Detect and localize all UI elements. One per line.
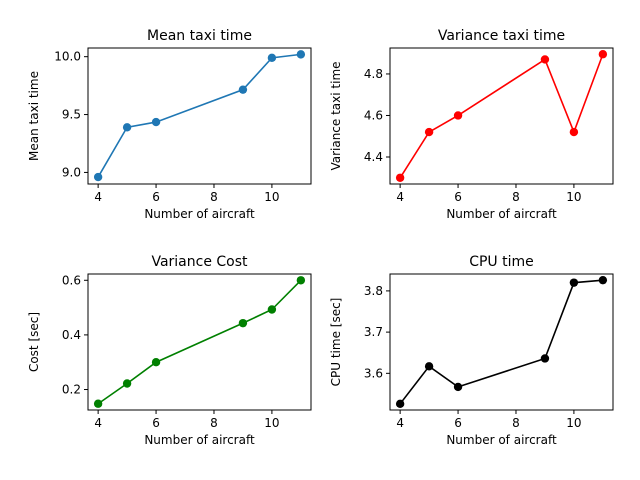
- y-tick-label: 4.8: [364, 67, 383, 81]
- data-point: [598, 50, 608, 59]
- data-point: [540, 55, 550, 64]
- y-axis-label: CPU time [sec]: [329, 298, 343, 387]
- data-point: [267, 53, 277, 63]
- x-tick-label: 4: [396, 416, 404, 430]
- data-point: [151, 358, 161, 367]
- data-point: [395, 399, 405, 409]
- y-tick-label: 3.7: [364, 325, 383, 339]
- x-axis-label: Number of aircraft: [144, 433, 255, 447]
- y-tick-label: 0.6: [62, 273, 81, 287]
- x-tick-label: 4: [396, 190, 404, 204]
- x-tick-label: 6: [152, 190, 160, 204]
- x-axis-label: Number of aircraft: [446, 433, 557, 447]
- data-point: [395, 173, 405, 182]
- x-tick-label: 8: [210, 416, 218, 430]
- data-point: [453, 382, 463, 392]
- x-tick-label: 10: [264, 416, 279, 430]
- subplot-1: 4 6 8 10 9.0 9.5 10.0 Mean taxi time Number of a…: [27, 28, 312, 221]
- series-line: [97, 279, 302, 405]
- y-axis-label: Cost [sec]: [27, 312, 41, 372]
- y-tick-label: 10.0: [54, 50, 81, 64]
- subplot-2: 4 6 8 10 4.4 4.6 4.8 Variance taxi time Number o…: [329, 28, 614, 221]
- data-point: [453, 111, 463, 120]
- data-point: [267, 305, 277, 314]
- data-point: [424, 362, 434, 371]
- data-point: [569, 278, 579, 287]
- y-tick-label: 0.2: [62, 383, 81, 397]
- x-axis-label: Number of aircraft: [144, 207, 255, 221]
- data-point: [238, 318, 248, 328]
- y-axis-label: Mean taxi time: [27, 71, 41, 161]
- data-point: [424, 127, 434, 137]
- x-tick-label: 10: [566, 416, 581, 430]
- series-line: [399, 53, 604, 179]
- data-point: [296, 276, 306, 285]
- y-tick-label: 3.8: [364, 284, 383, 298]
- y-tick-label: 4.4: [364, 150, 383, 164]
- data-point: [238, 85, 248, 94]
- data-point: [122, 379, 132, 388]
- data-point: [151, 117, 161, 127]
- x-tick-label: 4: [94, 190, 102, 204]
- subplot-3: 4 6 8 10 0.2 0.4 0.6 Variance Cost Number of air…: [27, 254, 312, 447]
- data-point: [598, 275, 608, 285]
- x-tick-label: 4: [94, 416, 102, 430]
- data-point: [296, 50, 306, 59]
- data-point: [122, 123, 132, 132]
- x-tick-label: 8: [210, 190, 218, 204]
- subplot-title: Variance taxi time: [438, 28, 565, 44]
- data-point: [93, 399, 103, 408]
- y-tick-label: 9.5: [62, 108, 81, 122]
- subplot-title: CPU time: [469, 254, 534, 270]
- subplot-4: 4 6 8 10 3.6 3.7 3.8 CPU time Number of aircraft…: [329, 254, 614, 447]
- y-tick-label: 3.6: [364, 366, 383, 380]
- y-tick-label: 4.6: [364, 108, 383, 122]
- x-tick-label: 10: [264, 190, 279, 204]
- data-point: [569, 127, 579, 137]
- series-line: [97, 53, 301, 178]
- x-axis-label: Number of aircraft: [446, 207, 557, 221]
- subplot-title: Variance Cost: [151, 254, 248, 270]
- data-point: [540, 354, 550, 363]
- x-tick-label: 10: [566, 190, 581, 204]
- axes-frame: [87, 273, 312, 411]
- axes-frame: [87, 47, 312, 185]
- y-tick-label: 0.4: [62, 328, 81, 342]
- x-tick-label: 8: [512, 190, 520, 204]
- subplot-title: Mean taxi time: [147, 28, 252, 44]
- x-tick-label: 8: [512, 416, 520, 430]
- x-tick-label: 6: [454, 416, 462, 430]
- data-point: [93, 172, 103, 182]
- x-tick-label: 6: [152, 416, 160, 430]
- y-tick-label: 9.0: [62, 165, 81, 179]
- y-axis-label: Variance taxi time: [329, 61, 343, 170]
- axes-frame: [389, 47, 614, 185]
- x-tick-label: 6: [454, 190, 462, 204]
- axes-frame: [389, 273, 614, 411]
- series-line: [399, 279, 603, 405]
